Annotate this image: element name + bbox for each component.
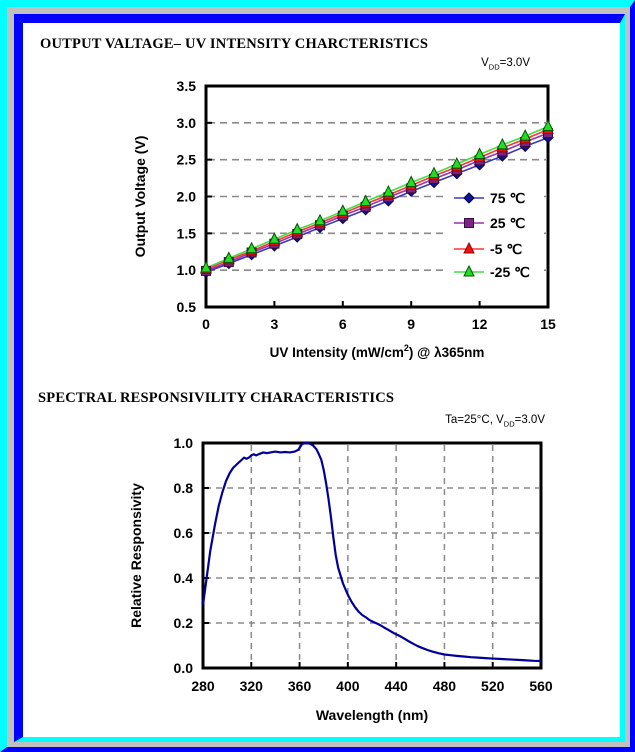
y-tick-label: 0.4: [174, 570, 194, 586]
section1-title: OUTPUT VALTAGE– UV INTENSITY CHARCTERIST…: [40, 36, 429, 52]
chart1-condition-label: VDD=3.0V: [481, 57, 530, 72]
spectral-responsivity-chart: 0.0 0.2 0.4 0.6 0.8 1.0 280 320 360 400 440 480 520 5…: [128, 435, 553, 723]
series-marker: [222, 251, 235, 263]
y-tick-label: 0.0: [174, 660, 194, 676]
legend-label: 25 ℃: [490, 215, 525, 231]
y-tick-label: 0.2: [174, 615, 194, 631]
x-tick-label: 400: [336, 678, 360, 694]
y-axis-label: Output Voltage (V): [132, 136, 148, 258]
plot-frame: [201, 441, 543, 670]
y-tick-label: 1.0: [177, 262, 197, 278]
series-marker: [359, 194, 372, 207]
y-tick-label: 1.5: [177, 225, 197, 241]
series-marker: [268, 232, 281, 244]
series-marker: [519, 128, 532, 141]
responsivity-curve: [201, 441, 542, 663]
x-tick-label: 0: [202, 316, 210, 332]
series-marker: [245, 241, 258, 254]
series-marker: [314, 213, 326, 226]
x-tick-label: 320: [240, 678, 264, 694]
series-marker: [336, 204, 349, 216]
x-tick-label: 6: [339, 316, 347, 332]
series-marker: [200, 260, 212, 273]
x-tick-label: 480: [433, 678, 457, 694]
y-tick-label: 0.8: [174, 480, 194, 496]
y-tick-label: 0.6: [174, 525, 194, 541]
y-tick-label: 3.5: [177, 78, 197, 94]
series-marker: [496, 137, 509, 150]
series-line: [205, 132, 549, 272]
x-tick-label: 280: [191, 678, 215, 694]
y-axis-label: Relative Responsivity: [128, 483, 144, 628]
series-marker: [405, 175, 418, 188]
series-marker: [473, 147, 486, 160]
output-voltage-chart: 75 ℃ 25 ℃ -5 ℃ -25 ℃ 0.5 1.0 1.5 2.0 2.5 3.0 3.5 0 3…: [132, 78, 556, 360]
section2-title: SPECTRAL RESPONSIVILITY CHARACTERISTICS: [38, 390, 395, 406]
y-tick-label: 2.5: [177, 152, 197, 168]
series-line: [205, 128, 549, 271]
x-tick-label: 12: [472, 316, 488, 332]
series-marker: [463, 264, 475, 277]
series-marker: [450, 156, 463, 169]
x-axis-label: Wavelength (nm): [316, 707, 428, 723]
x-tick-label: 440: [384, 678, 408, 694]
y-tick-label: 3.0: [177, 115, 197, 131]
legend-label: 75 ℃: [490, 190, 525, 206]
legend-label: -25 ℃: [490, 264, 530, 280]
series-line: [205, 125, 549, 269]
x-tick-label: 520: [481, 678, 505, 694]
x-axis-label: UV Intensity (mW/cm2) @ λ365nm: [270, 343, 485, 360]
chart2-condition-label: Ta=25°C, VDD=3.0V: [445, 414, 545, 429]
series-marker: [463, 192, 475, 204]
series-marker: [542, 119, 554, 132]
legend-background: [448, 185, 542, 282]
x-tick-label: 560: [529, 678, 553, 694]
series-line: [205, 136, 549, 274]
y-tick-label: 2.0: [177, 189, 197, 205]
x-tick-label: 15: [540, 316, 556, 332]
x-tick-label: 9: [407, 316, 415, 332]
series-marker: [463, 241, 475, 254]
series-marker: [464, 218, 474, 228]
series-marker: [382, 184, 395, 197]
legend-label: -5 ℃: [490, 241, 522, 257]
y-tick-label: 0.5: [177, 299, 197, 315]
y-tick-label: 1.0: [174, 435, 194, 451]
series-marker: [291, 222, 304, 235]
x-tick-label: 360: [288, 678, 312, 694]
x-tick-label: 3: [271, 316, 279, 332]
series-marker: [428, 166, 440, 179]
